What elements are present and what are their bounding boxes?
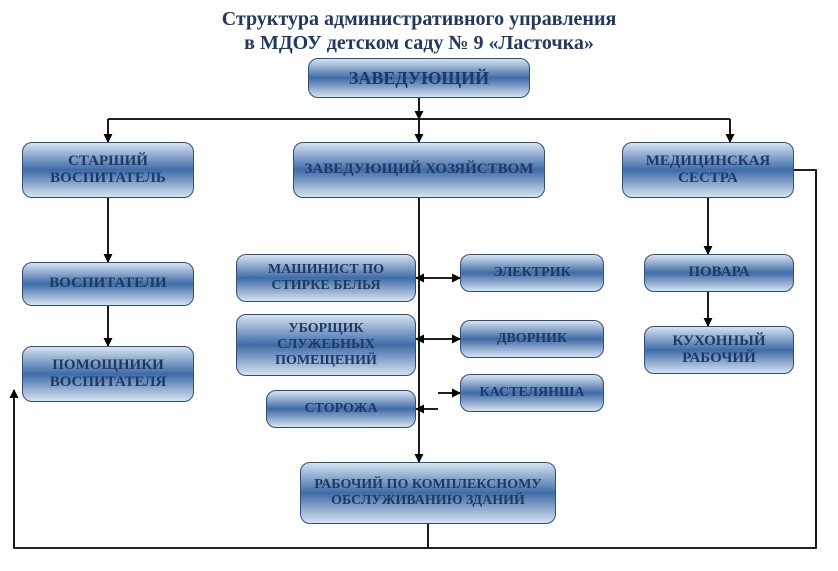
- node-med: МЕДИЦИНСКАЯ СЕСТРА: [622, 142, 794, 198]
- node-vosp: ВОСПИТАТЕЛИ: [22, 262, 194, 306]
- node-povara: ПОВАРА: [644, 254, 794, 292]
- node-elek: ЭЛЕКТРИК: [460, 254, 604, 292]
- node-dvor: ДВОРНИК: [460, 320, 604, 358]
- diagram-canvas: Структура административного управления в…: [0, 0, 838, 571]
- node-ubor: УБОРЩИК СЛУЖЕБНЫХ ПОМЕЩЕНИЙ: [236, 314, 416, 376]
- node-kuh: КУХОННЫЙ РАБОЧИЙ: [644, 326, 794, 374]
- node-senior: СТАРШИЙ ВОСПИТАТЕЛЬ: [22, 142, 194, 198]
- node-rabochiy: РАБОЧИЙ ПО КОМПЛЕКСНОМУ ОБСЛУЖИВАНИЮ ЗДА…: [300, 462, 556, 524]
- node-pomvosp: ПОМОЩНИКИ ВОСПИТАТЕЛЯ: [22, 346, 194, 402]
- node-mash: МАШИНИСТ ПО СТИРКЕ БЕЛЬЯ: [236, 254, 416, 302]
- node-head: ЗАВЕДУЮЩИЙ: [308, 58, 530, 98]
- node-hoz: ЗАВЕДУЮЩИЙ ХОЗЯЙСТВОМ: [293, 142, 545, 198]
- node-storozh: СТОРОЖА: [266, 390, 416, 428]
- node-kast: КАСТЕЛЯНША: [460, 374, 604, 412]
